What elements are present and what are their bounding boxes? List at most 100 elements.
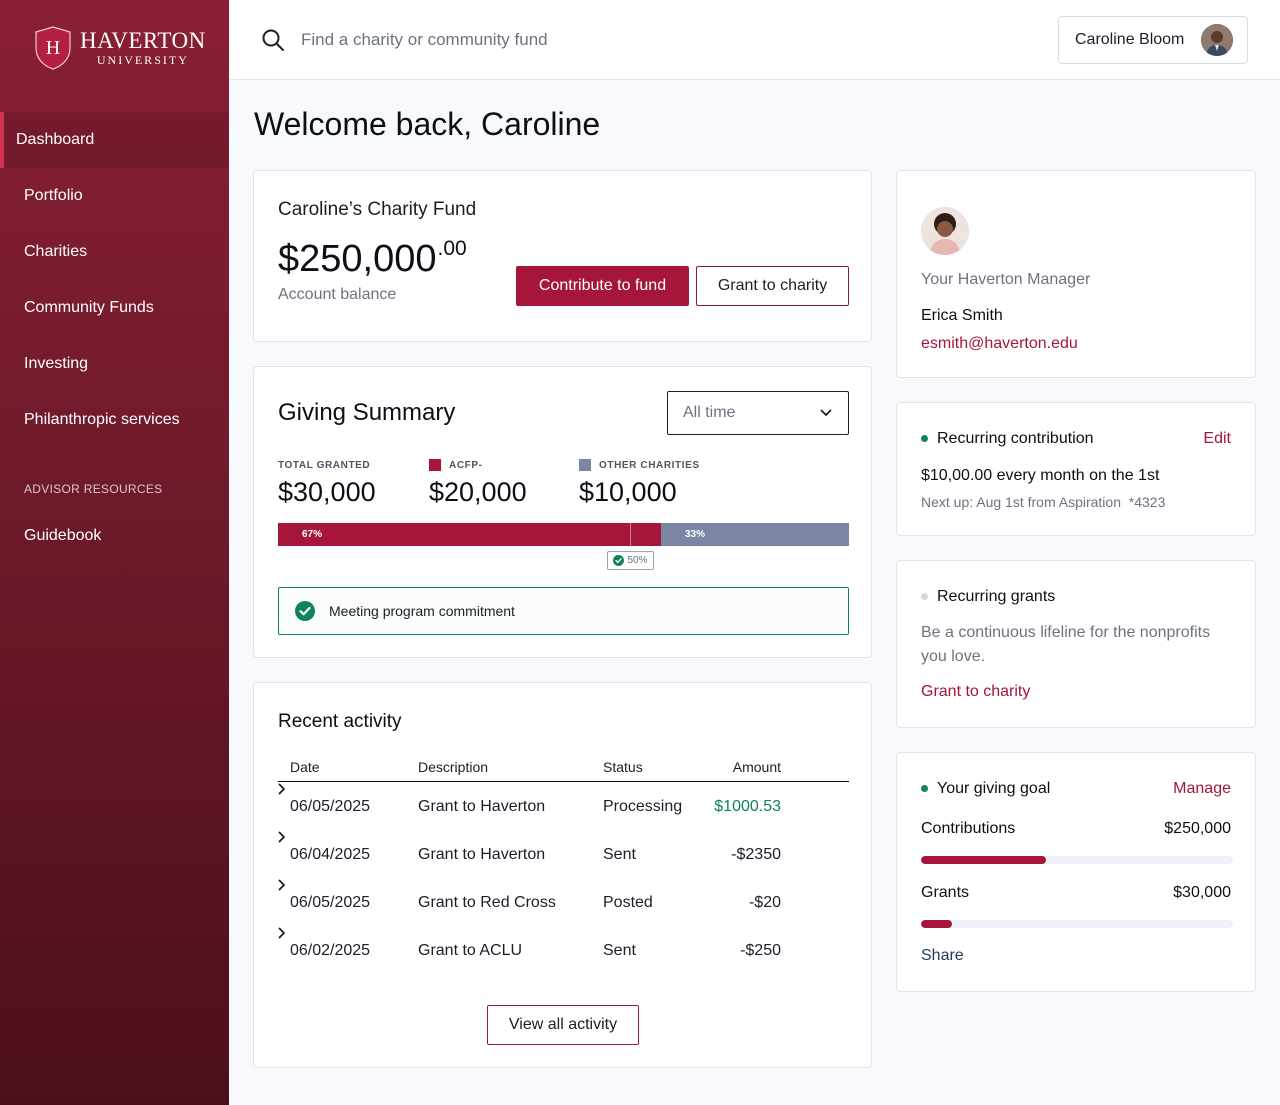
search-input[interactable] xyxy=(301,22,861,58)
status-dot-active xyxy=(921,785,928,792)
manage-goal-link[interactable]: Manage xyxy=(1173,780,1231,797)
manager-avatar-icon xyxy=(921,207,969,255)
stat-value: $10,000 xyxy=(579,477,677,507)
giving-goal-card: Your giving goal Manage Contributions $2… xyxy=(896,752,1256,992)
column-header-status: Status xyxy=(603,759,643,775)
chevron-right-icon[interactable] xyxy=(278,783,286,795)
contributions-row: Contributions $250,000 xyxy=(921,820,1231,838)
row-amount: -$20 xyxy=(748,894,781,911)
row-date: 06/05/2025 xyxy=(290,894,371,911)
user-name: Caroline Bloom xyxy=(1075,31,1185,48)
grant-to-charity-button[interactable]: Grant to charity xyxy=(696,266,849,306)
row-date: 06/05/2025 xyxy=(290,798,371,815)
check-circle-icon xyxy=(295,601,315,621)
commitment-marker: 50% xyxy=(607,551,654,570)
chevron-right-icon[interactable] xyxy=(278,927,286,939)
row-description: Grant to Haverton xyxy=(418,798,546,815)
manager-name: Erica Smith xyxy=(921,307,1003,324)
page-title: Welcome back, Caroline xyxy=(254,106,601,142)
sidebar-item-dashboard[interactable]: Dashboard xyxy=(0,112,229,168)
acfp-bar-segment: 67% xyxy=(278,523,661,546)
row-amount: $1000.53 xyxy=(714,798,781,815)
avatar xyxy=(921,207,969,255)
sidebar-item-label: Philanthropic services xyxy=(24,411,180,428)
view-all-activity-button[interactable]: View all activity xyxy=(487,1005,639,1045)
grants-progress-track xyxy=(921,920,1233,928)
avatar xyxy=(1201,24,1233,56)
check-circle-icon xyxy=(613,555,625,566)
row-description: Grant to Red Cross xyxy=(418,894,556,911)
recurring-grants-card: Recurring grants Be a continuous lifelin… xyxy=(896,560,1256,728)
row-amount: -$2350 xyxy=(731,846,781,863)
recurring-grants-description: Be a continuous lifeline for the nonprof… xyxy=(921,624,1211,665)
row-status: Sent xyxy=(603,846,636,863)
sidebar-item-portfolio[interactable]: Portfolio xyxy=(0,168,229,224)
row-date: 06/02/2025 xyxy=(290,942,371,959)
total-granted-stat: TOTAL GRANTED $30,000 xyxy=(278,459,376,508)
advisor-resources-heading: ADVISOR RESOURCES xyxy=(24,482,163,496)
contribute-button[interactable]: Contribute to fund xyxy=(516,266,689,306)
commitment-marker-line xyxy=(630,523,631,546)
column-header-amount: Amount xyxy=(732,759,781,775)
sidebar-item-community-funds[interactable]: Community Funds xyxy=(0,280,229,336)
table-row[interactable]: 06/05/2025 Grant to Haverton Processing … xyxy=(278,782,849,830)
time-range-select[interactable]: All time xyxy=(667,391,849,435)
user-avatar-icon xyxy=(1201,24,1233,56)
recurring-contribution-next: Next up: Aug 1st from Aspiration *4323 xyxy=(921,494,1165,510)
contributions-progress-track xyxy=(921,856,1233,864)
manager-email-link[interactable]: esmith@haverton.edu xyxy=(921,335,1078,352)
table-row[interactable]: 06/04/2025 Grant to Haverton Sent -$2350 xyxy=(278,830,849,878)
user-menu[interactable]: Caroline Bloom xyxy=(1058,16,1248,64)
fund-balance-dollars: $250,000 xyxy=(278,238,437,280)
sidebar-item-charities[interactable]: Charities xyxy=(0,224,229,280)
stat-label: OTHER CHARITIES xyxy=(599,459,700,471)
acfp-percent: 67% xyxy=(302,529,323,540)
fund-card: Caroline’s Charity Fund $250,000.00 Acco… xyxy=(253,170,872,342)
time-range-value: All time xyxy=(683,404,736,421)
haverton-logo[interactable]: H HAVERTON UNIVERSITY xyxy=(34,26,206,70)
contributions-label: Contributions xyxy=(921,820,1016,837)
logo-name: HAVERTON xyxy=(80,28,206,53)
chevron-down-icon xyxy=(820,409,832,416)
contributions-value: $250,000 xyxy=(1164,820,1231,837)
recent-activity-card: Recent activity Date Description Status … xyxy=(253,682,872,1068)
column-header-date: Date xyxy=(290,759,320,775)
stat-label: ACFP- xyxy=(449,459,483,471)
edit-recurring-contribution-link[interactable]: Edit xyxy=(1203,430,1231,447)
giving-summary-card: Giving Summary All time TOTAL GRANTED $3… xyxy=(253,366,872,658)
sidebar: H HAVERTON UNIVERSITY Dashboard Portfoli… xyxy=(0,0,229,1105)
status-dot-inactive xyxy=(921,593,928,600)
sidebar-item-label: Guidebook xyxy=(24,527,102,544)
commitment-status-banner: Meeting program commitment xyxy=(278,587,849,635)
row-description: Grant to Haverton xyxy=(418,846,546,863)
table-row[interactable]: 06/05/2025 Grant to Red Cross Posted -$2… xyxy=(278,878,849,926)
stat-label: TOTAL GRANTED xyxy=(278,459,371,471)
column-header-description: Description xyxy=(418,759,489,775)
sidebar-item-philanthropic-services[interactable]: Philanthropic services xyxy=(0,392,229,448)
table-row[interactable]: 06/02/2025 Grant to ACLU Sent -$250 xyxy=(278,926,849,974)
commitment-status-text: Meeting program commitment xyxy=(329,603,515,619)
recurring-contribution-card: Recurring contribution Edit $10,00.00 ev… xyxy=(896,402,1256,536)
manager-label: Your Haverton Manager xyxy=(921,271,1091,288)
grants-label: Grants xyxy=(921,884,970,901)
sidebar-item-investing[interactable]: Investing xyxy=(0,336,229,392)
contributions-progress-fill xyxy=(921,856,1046,864)
recurring-contribution-title: Recurring contribution xyxy=(937,430,1094,447)
sidebar-item-label: Charities xyxy=(24,243,88,260)
share-goal-link[interactable]: Share xyxy=(921,947,964,964)
fund-title: Caroline’s Charity Fund xyxy=(278,199,477,220)
giving-summary-title: Giving Summary xyxy=(278,399,456,426)
other-swatch xyxy=(579,459,591,471)
fund-balance-label: Account balance xyxy=(278,286,397,303)
status-dot-active xyxy=(921,435,928,442)
row-status: Sent xyxy=(603,942,636,959)
grant-to-charity-link[interactable]: Grant to charity xyxy=(921,683,1031,700)
table-header: Date Description Status Amount xyxy=(278,757,849,782)
chevron-right-icon[interactable] xyxy=(278,879,286,891)
sidebar-item-guidebook[interactable]: Guidebook xyxy=(0,508,229,564)
chevron-right-icon[interactable] xyxy=(278,831,286,843)
grants-progress-fill xyxy=(921,920,953,928)
manager-card: Your Haverton Manager Erica Smith esmith… xyxy=(896,170,1256,378)
acfp-swatch xyxy=(429,459,441,471)
stat-value: $30,000 xyxy=(278,477,376,507)
